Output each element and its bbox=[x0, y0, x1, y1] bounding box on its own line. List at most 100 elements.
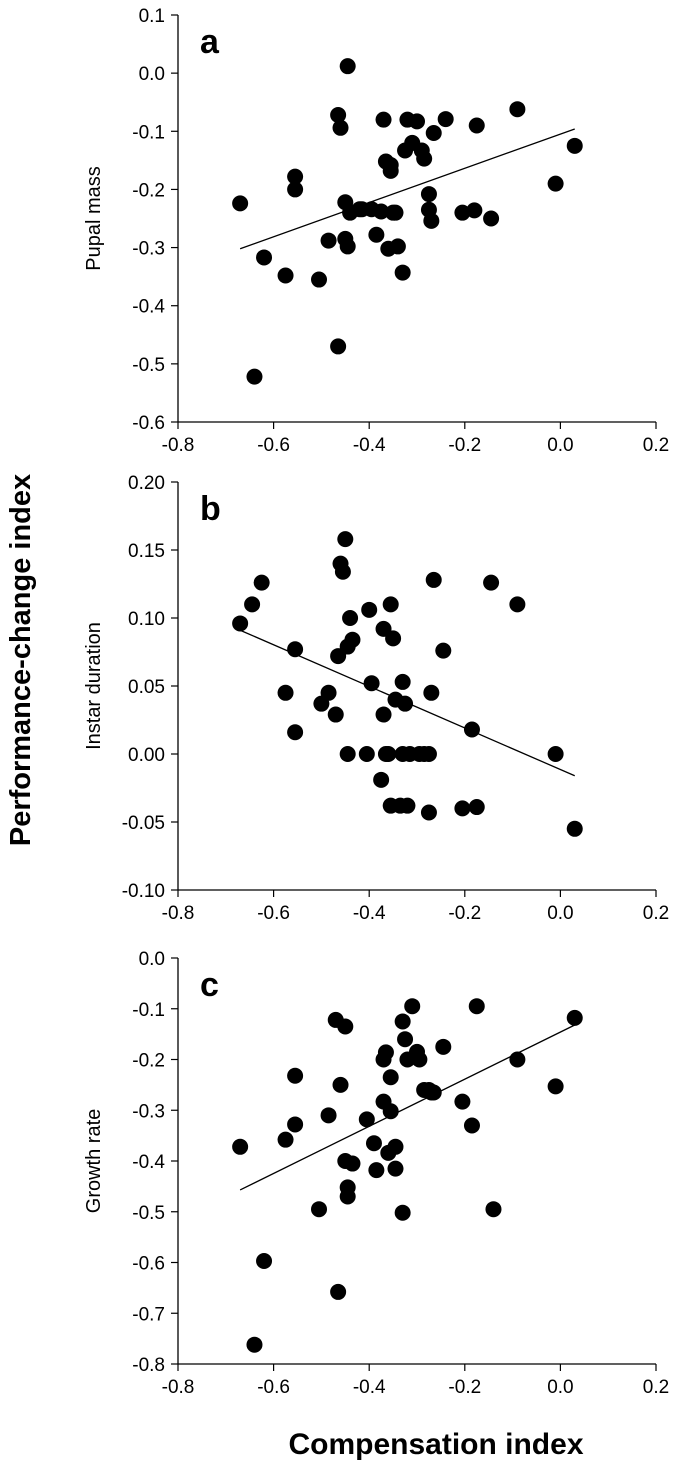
data-point bbox=[547, 175, 564, 192]
data-point bbox=[425, 125, 442, 142]
y-tick-label: -0.2 bbox=[132, 1051, 165, 1072]
y-tick-label: 0.15 bbox=[128, 541, 165, 562]
data-point bbox=[382, 1103, 399, 1120]
data-point bbox=[339, 58, 356, 75]
data-point bbox=[394, 264, 411, 281]
panel-letter: c bbox=[200, 966, 219, 1004]
data-point bbox=[368, 226, 385, 243]
data-point bbox=[332, 1076, 349, 1093]
data-point bbox=[397, 695, 414, 712]
data-point bbox=[463, 721, 480, 738]
data-point bbox=[409, 113, 425, 130]
x-tick-label: -0.4 bbox=[353, 435, 386, 456]
x-tick-label: 0.0 bbox=[547, 903, 573, 924]
data-point bbox=[435, 642, 452, 659]
data-point bbox=[394, 1013, 411, 1030]
x-tick-label: -0.4 bbox=[353, 903, 386, 924]
data-point bbox=[287, 181, 304, 198]
data-point bbox=[420, 186, 437, 203]
data-point bbox=[337, 1018, 354, 1035]
data-point bbox=[382, 596, 399, 613]
data-point bbox=[463, 1117, 480, 1134]
data-point bbox=[327, 706, 344, 723]
data-point bbox=[420, 746, 437, 762]
y-tick-label: 0.10 bbox=[128, 609, 165, 630]
data-point bbox=[547, 1078, 564, 1095]
y-tick-label: -0.05 bbox=[122, 813, 165, 834]
data-point bbox=[334, 563, 351, 580]
data-point bbox=[509, 596, 526, 613]
data-point bbox=[287, 724, 304, 741]
y-tick-label: 0.20 bbox=[128, 473, 165, 494]
data-point bbox=[330, 1283, 347, 1300]
y-tick-label: -0.5 bbox=[132, 1203, 165, 1224]
data-point bbox=[330, 107, 347, 124]
x-tick-label: -0.6 bbox=[257, 1377, 290, 1398]
x-tick-label: -0.2 bbox=[448, 1377, 481, 1398]
x-tick-label: 0.0 bbox=[547, 1377, 573, 1398]
data-point bbox=[566, 137, 583, 154]
data-point bbox=[394, 1204, 411, 1221]
x-tick-label: -0.6 bbox=[257, 903, 290, 924]
data-point bbox=[311, 271, 328, 288]
data-point bbox=[377, 1044, 394, 1061]
x-tick-label: -0.8 bbox=[162, 903, 195, 924]
data-point bbox=[287, 1116, 304, 1133]
shared-y-axis-label: Performance-change index bbox=[5, 474, 37, 846]
x-tick-label: -0.4 bbox=[353, 1377, 386, 1398]
x-tick-label: -0.2 bbox=[448, 903, 481, 924]
data-point bbox=[320, 684, 337, 701]
data-point bbox=[373, 771, 390, 788]
data-point bbox=[404, 998, 421, 1015]
x-tick-label: -0.8 bbox=[162, 435, 195, 456]
data-point bbox=[509, 101, 526, 118]
data-point bbox=[416, 150, 433, 167]
y-tick-label: -0.3 bbox=[132, 1101, 165, 1122]
data-point bbox=[437, 111, 454, 128]
data-point bbox=[547, 746, 564, 762]
data-point bbox=[380, 746, 397, 762]
data-point bbox=[368, 1162, 385, 1179]
data-point bbox=[277, 1131, 294, 1148]
data-point bbox=[337, 531, 354, 548]
y-tick-label: -0.4 bbox=[132, 1152, 165, 1173]
y-tick-label: -0.8 bbox=[132, 1355, 165, 1376]
y-tick-label: -0.10 bbox=[122, 881, 165, 902]
y-tick-label: -0.7 bbox=[132, 1304, 165, 1325]
y-tick-label: -0.1 bbox=[132, 122, 165, 143]
panel-c: 0.0 -0.1 -0.2 -0.3 -0.4 -0.5 -0.6 -0.7 -0.8-0.8 -… bbox=[83, 949, 669, 1398]
data-point bbox=[425, 1084, 442, 1101]
trendline bbox=[239, 1024, 576, 1191]
data-point bbox=[387, 1160, 404, 1177]
data-point bbox=[332, 119, 349, 136]
y-tick-label: 0.00 bbox=[128, 745, 165, 766]
y-tick-label: 0.1 bbox=[139, 6, 165, 27]
y-tick-label: -0.1 bbox=[132, 1000, 165, 1021]
data-point bbox=[420, 804, 437, 821]
data-point bbox=[363, 675, 380, 692]
data-point bbox=[423, 212, 440, 229]
data-point bbox=[339, 1188, 356, 1205]
data-point bbox=[320, 1107, 337, 1124]
data-point bbox=[344, 1155, 361, 1172]
data-point bbox=[389, 238, 406, 255]
data-point bbox=[566, 1009, 583, 1026]
data-point bbox=[399, 797, 416, 814]
data-point bbox=[425, 571, 442, 588]
data-point bbox=[358, 746, 375, 762]
data-point bbox=[339, 238, 356, 255]
y-tick-label: 0.05 bbox=[128, 677, 165, 698]
data-point bbox=[330, 338, 347, 355]
data-point bbox=[256, 249, 273, 266]
data-point bbox=[382, 162, 399, 179]
y-axis-label: Pupal mass bbox=[83, 166, 105, 271]
data-point bbox=[365, 1135, 382, 1152]
data-point bbox=[361, 601, 378, 618]
x-tick-label: 0.2 bbox=[643, 903, 669, 924]
data-point bbox=[423, 684, 440, 701]
y-axis-label: Instar duration bbox=[83, 622, 105, 750]
data-point bbox=[566, 820, 583, 837]
data-point bbox=[387, 204, 404, 221]
y-tick-label: -0.2 bbox=[132, 180, 165, 201]
